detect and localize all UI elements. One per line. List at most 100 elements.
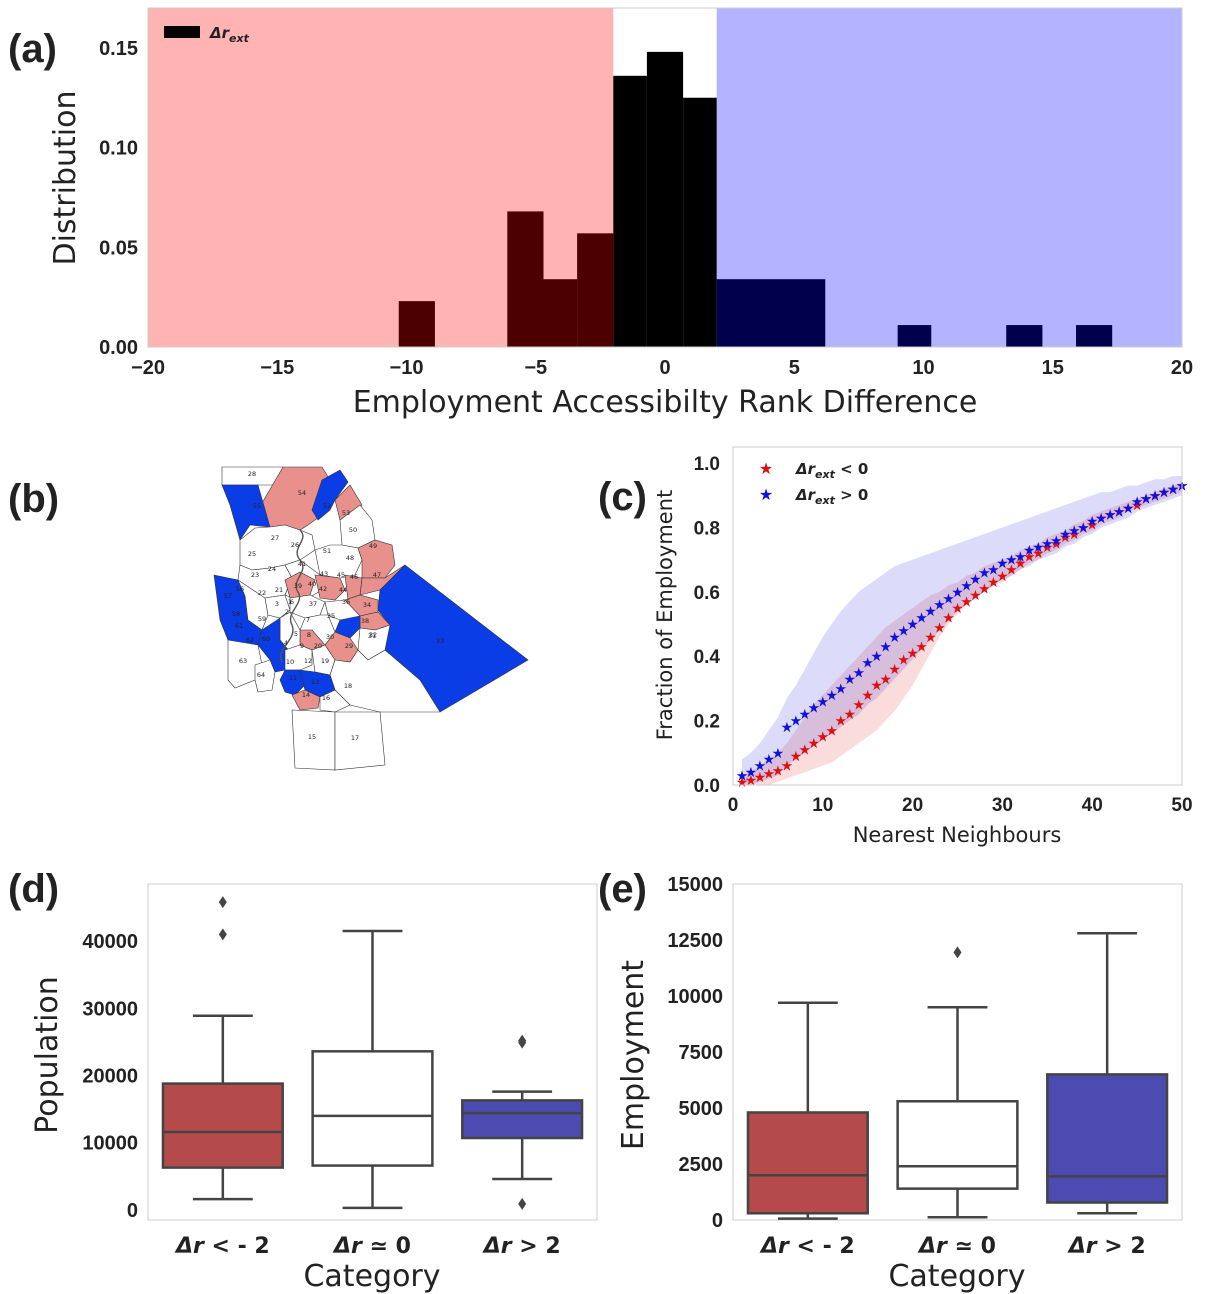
category-label: Δr > 2 xyxy=(1067,1234,1146,1259)
y-tick-label: 7500 xyxy=(679,1042,724,1064)
red-point: ★ xyxy=(915,639,928,655)
x-tick-label: −10 xyxy=(390,357,424,379)
blue-point: ★ xyxy=(915,610,928,626)
red-point: ★ xyxy=(808,735,821,751)
zone-label: 60 xyxy=(262,635,270,643)
blue-point: ★ xyxy=(1014,548,1027,564)
zone-label: 50 xyxy=(349,526,357,534)
blue-point: ★ xyxy=(1059,526,1072,542)
y-tick-label: 1.0 xyxy=(694,454,720,475)
x-tick-label: 40 xyxy=(1082,795,1103,816)
red-point: ★ xyxy=(933,619,946,635)
legend-swatch xyxy=(164,26,200,38)
zone-label: 23 xyxy=(251,571,259,579)
blue-point: ★ xyxy=(996,555,1009,571)
zone-label: 36 xyxy=(342,598,350,606)
panel-b-letter: (b) xyxy=(8,477,59,521)
box xyxy=(746,1111,869,1215)
zone-label: 4 xyxy=(284,639,288,647)
red-point: ★ xyxy=(1050,536,1063,552)
red-point: ★ xyxy=(906,645,919,661)
blue-point: ★ xyxy=(951,584,964,600)
y-axis-label: Employment xyxy=(616,960,651,1150)
zone-label: 45 xyxy=(337,571,345,579)
red-point: ★ xyxy=(834,713,847,729)
x-tick-labels: −20 −15 −10 −5 0 5 10 15 20 xyxy=(131,357,1193,379)
histogram-bar xyxy=(613,75,647,348)
panel-a-letter: (a) xyxy=(8,27,57,71)
blue-point: ★ xyxy=(817,693,830,709)
x-tick-label: −20 xyxy=(131,357,165,379)
red-point: ★ xyxy=(1032,545,1045,561)
histogram-bar xyxy=(543,279,578,347)
histogram-bar xyxy=(577,233,614,347)
legend-blue-marker: ★ xyxy=(759,487,773,504)
histogram-bar xyxy=(897,325,932,347)
zone-label: 28 xyxy=(248,470,256,478)
zone-label: 27 xyxy=(271,534,279,542)
map-zone xyxy=(344,594,379,617)
histogram-bar xyxy=(716,279,826,347)
zone-label: 33 xyxy=(436,637,444,645)
zone-label: 47 xyxy=(373,571,381,579)
zone-label: 37 xyxy=(309,600,317,608)
y-tick-label: 2500 xyxy=(679,1154,724,1176)
x-tick-label: −5 xyxy=(524,357,547,379)
x-tick-label: 10 xyxy=(912,357,934,379)
map-zone xyxy=(291,689,321,711)
histogram-bar xyxy=(1076,325,1113,347)
blue-point: ★ xyxy=(754,758,767,774)
plot-frame xyxy=(732,446,1183,786)
zone-label: 30 xyxy=(326,633,334,641)
histogram-bar xyxy=(1006,325,1043,347)
red-point: ★ xyxy=(1095,510,1108,526)
red-point: ★ xyxy=(1068,526,1081,542)
zone-label: 56 xyxy=(236,585,244,593)
zone-label: 5 xyxy=(294,630,298,638)
zone-label: 64 xyxy=(257,671,265,679)
red-point: ★ xyxy=(951,600,964,616)
zone-label: 51 xyxy=(323,547,331,555)
blue-point: ★ xyxy=(790,713,803,729)
red-point: ★ xyxy=(1086,516,1099,532)
zone-label: 54 xyxy=(298,489,306,497)
red-point: ★ xyxy=(1041,539,1054,555)
x-tick-labels: 0 10 20 30 40 50 xyxy=(728,795,1193,816)
map-zone xyxy=(314,574,346,601)
zone-label: 63 xyxy=(239,657,247,665)
box xyxy=(311,1050,434,1167)
blue-point: ★ xyxy=(781,719,794,735)
zone-label: 6 xyxy=(290,598,294,606)
red-point: ★ xyxy=(861,687,874,703)
panel-e-letter: (e) xyxy=(598,867,647,911)
category-labels: Δr < - 2 Δr ≃ 0 Δr > 2 xyxy=(174,1234,561,1259)
legend-blue-label: Δrext > 0 xyxy=(795,486,868,507)
category-label: Δr > 2 xyxy=(482,1234,561,1259)
blue-point: ★ xyxy=(897,622,910,638)
y-tick-label: 0.15 xyxy=(99,38,138,60)
y-tick-label: 10000 xyxy=(667,986,723,1008)
blue-point: ★ xyxy=(852,664,865,680)
red-point: ★ xyxy=(754,769,767,785)
map-zone xyxy=(254,659,276,693)
blue-point: ★ xyxy=(969,571,982,587)
zone-label: 44 xyxy=(339,586,347,594)
blue-point: ★ xyxy=(1095,510,1108,526)
box-plots xyxy=(161,896,584,1210)
red-point: ★ xyxy=(1059,529,1072,545)
histogram-bar xyxy=(398,301,435,347)
x-tick-label: 5 xyxy=(789,357,800,379)
histogram-bar xyxy=(646,51,684,348)
zone-label: 49 xyxy=(369,542,377,550)
blue-point: ★ xyxy=(1050,532,1063,548)
red-point: ★ xyxy=(790,748,803,764)
map-zone xyxy=(221,484,271,541)
outlier-marker xyxy=(518,1034,527,1047)
zone-label: 31 xyxy=(368,632,376,640)
x-tick-label: 10 xyxy=(812,795,833,816)
red-point: ★ xyxy=(1140,491,1153,507)
blue-point: ★ xyxy=(825,687,838,703)
red-point: ★ xyxy=(1113,503,1126,519)
y-tick-label: 0 xyxy=(127,1200,138,1222)
